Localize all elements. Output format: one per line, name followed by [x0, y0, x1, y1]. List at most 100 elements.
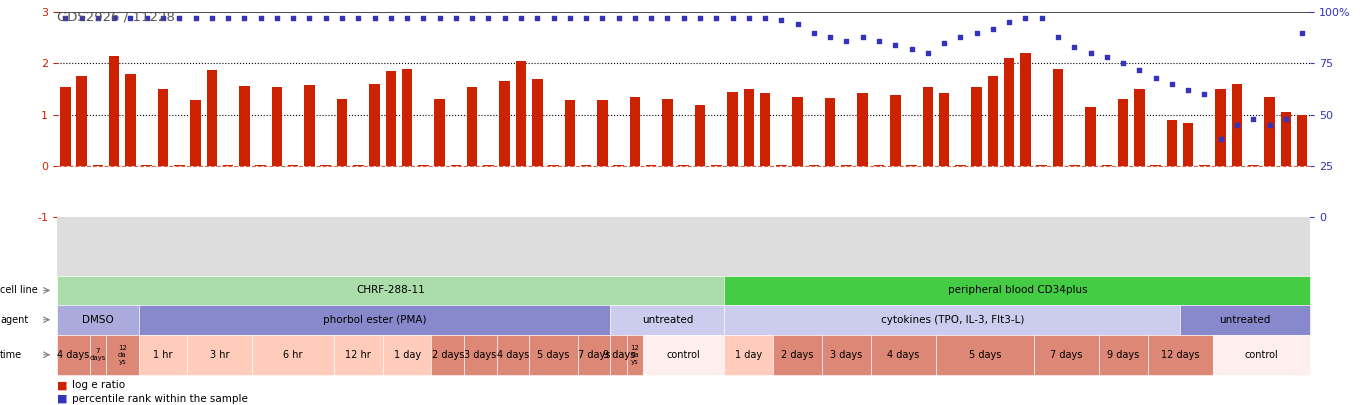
Point	[1031, 15, 1053, 21]
Text: 3 days: 3 days	[831, 350, 862, 360]
Point	[185, 15, 207, 21]
Point	[1160, 81, 1182, 87]
Point	[868, 38, 889, 44]
Bar	[1102, 164, 1113, 166]
Point	[1258, 122, 1280, 128]
Bar	[938, 93, 949, 166]
Bar	[207, 70, 217, 166]
Text: 2 days: 2 days	[782, 350, 814, 360]
Bar	[418, 164, 429, 166]
Bar	[287, 164, 298, 166]
Bar	[109, 56, 120, 166]
Text: 7 days: 7 days	[1050, 350, 1083, 360]
Bar	[744, 89, 755, 166]
Bar	[240, 86, 249, 166]
Point	[1144, 75, 1166, 81]
Point	[1113, 60, 1135, 67]
Text: percentile rank within the sample: percentile rank within the sample	[72, 394, 248, 404]
Point	[558, 15, 580, 21]
Bar	[646, 164, 656, 166]
Bar	[484, 164, 494, 166]
Bar	[825, 98, 835, 166]
Point	[820, 34, 842, 40]
Point	[884, 42, 906, 48]
Bar	[955, 164, 966, 166]
Point	[526, 15, 548, 21]
Bar	[125, 74, 136, 166]
Bar	[93, 164, 104, 166]
Point	[54, 15, 76, 21]
Point	[1209, 136, 1231, 143]
Bar	[500, 81, 509, 166]
Point	[851, 34, 873, 40]
Text: 5 days: 5 days	[538, 350, 569, 360]
Text: agent: agent	[0, 315, 29, 325]
Bar	[809, 164, 819, 166]
Point	[396, 15, 418, 21]
Text: 12 days: 12 days	[1160, 350, 1200, 360]
Point	[722, 15, 744, 21]
Point	[1096, 54, 1118, 61]
Bar	[467, 87, 478, 166]
Text: 2 days: 2 days	[432, 350, 464, 360]
Bar	[533, 79, 542, 166]
Text: 9 days: 9 days	[602, 350, 635, 360]
Point	[771, 17, 793, 23]
Text: 3 hr: 3 hr	[210, 350, 230, 360]
Point	[429, 15, 451, 21]
Text: DMSO: DMSO	[82, 315, 114, 325]
Bar	[1151, 164, 1160, 166]
Point	[87, 15, 109, 21]
Point	[136, 15, 158, 21]
Bar	[336, 99, 347, 166]
Bar	[516, 61, 526, 166]
Point	[202, 15, 223, 21]
Text: peripheral blood CD34plus: peripheral blood CD34plus	[948, 286, 1087, 295]
Bar	[1086, 107, 1096, 166]
Point	[511, 15, 533, 21]
Bar	[842, 164, 851, 166]
Bar	[1069, 164, 1080, 166]
Point	[478, 15, 500, 21]
Text: phorbol ester (PMA): phorbol ester (PMA)	[323, 315, 426, 325]
Bar	[1184, 123, 1193, 166]
Point	[787, 21, 809, 28]
Bar	[304, 85, 315, 166]
Bar	[191, 100, 200, 166]
Point	[917, 50, 938, 56]
Point	[607, 15, 629, 21]
Point	[804, 30, 825, 36]
Text: control: control	[1245, 350, 1279, 360]
Bar	[873, 164, 884, 166]
Point	[1193, 91, 1215, 98]
Point	[1064, 44, 1086, 50]
Point	[169, 15, 191, 21]
Bar	[678, 164, 689, 166]
Point	[266, 15, 287, 21]
Bar	[223, 164, 233, 166]
Point	[364, 15, 385, 21]
Bar	[549, 164, 558, 166]
Point	[689, 15, 711, 21]
Bar	[1036, 164, 1047, 166]
Bar	[711, 164, 722, 166]
Text: 7
days: 7 days	[90, 348, 106, 361]
Point	[282, 15, 304, 21]
Bar	[662, 99, 673, 166]
Point	[624, 15, 646, 21]
Point	[1226, 122, 1248, 128]
Bar	[1215, 89, 1226, 166]
Bar	[451, 164, 462, 166]
Bar	[142, 164, 153, 166]
Text: 3 days: 3 days	[464, 350, 496, 360]
Bar	[1167, 120, 1177, 166]
Point	[738, 15, 760, 21]
Bar	[580, 164, 591, 166]
Point	[331, 15, 353, 21]
Point	[575, 15, 597, 21]
Bar	[889, 95, 900, 166]
Text: 12
da
ys: 12 da ys	[631, 345, 639, 365]
Point	[591, 15, 613, 21]
Point	[71, 15, 93, 21]
Point	[982, 26, 1004, 32]
